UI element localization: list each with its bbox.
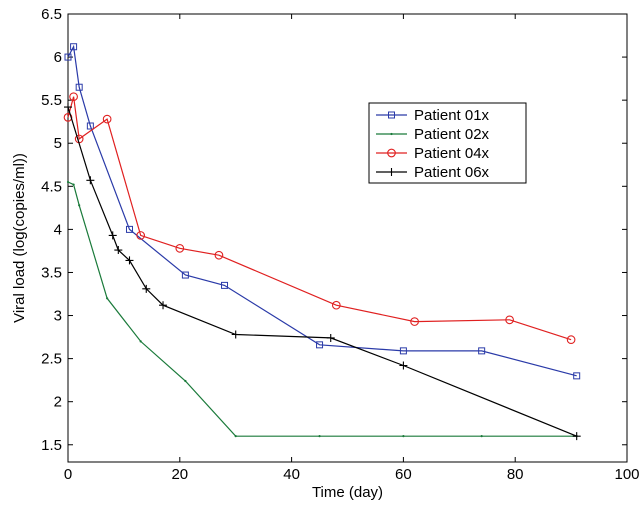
circle-marker bbox=[410, 317, 419, 326]
legend-entry: Patient 06x bbox=[376, 164, 490, 181]
circle-marker bbox=[214, 250, 224, 260]
circle-marker bbox=[387, 148, 396, 158]
y-tick-label: 1.5 bbox=[41, 437, 62, 454]
y-tick-label: 6.5 bbox=[41, 6, 62, 23]
y-tick-label: 2.5 bbox=[41, 351, 62, 368]
legend-entry: Patient 01x bbox=[376, 107, 490, 124]
y-tick-label: 2 bbox=[54, 394, 62, 411]
x-axis-label: Time (day) bbox=[312, 484, 383, 501]
dot-marker bbox=[66, 180, 70, 184]
legend-box bbox=[368, 102, 527, 184]
circle-marker bbox=[175, 243, 185, 253]
series-layer bbox=[63, 43, 581, 441]
x-tick-label: 100 bbox=[614, 466, 639, 483]
y-tick-label: 4 bbox=[54, 221, 62, 238]
square-marker bbox=[388, 111, 395, 119]
circle-marker bbox=[331, 300, 341, 310]
y-tick-label: 4.5 bbox=[41, 178, 62, 195]
axis-ticks: 0 20 40 60 80 100 1.5 2 2.5 3 3.5 4 4.5 5 5.5 6 6.5 bbox=[41, 6, 639, 483]
series-line bbox=[67, 96, 572, 341]
series-2 bbox=[66, 180, 578, 438]
x-tick-label: 20 bbox=[171, 466, 188, 483]
square-marker bbox=[75, 83, 83, 91]
plus-marker bbox=[572, 432, 581, 441]
legend-label: Patient 01x bbox=[414, 107, 490, 124]
legend-entry: Patient 02x bbox=[376, 126, 490, 143]
square-marker bbox=[316, 341, 324, 349]
y-tick-label: 5 bbox=[54, 135, 62, 152]
series-3 bbox=[63, 92, 576, 345]
plus-marker bbox=[108, 231, 117, 240]
circle-marker bbox=[102, 114, 112, 124]
plus-marker bbox=[387, 168, 396, 176]
x-tick-label: 0 bbox=[64, 466, 72, 483]
dot-marker bbox=[184, 379, 187, 383]
series-4 bbox=[64, 103, 581, 441]
dot-marker bbox=[480, 435, 483, 438]
dot-marker bbox=[72, 183, 75, 186]
series-1 bbox=[64, 43, 581, 380]
series-line bbox=[67, 44, 577, 377]
dot-marker bbox=[390, 132, 393, 136]
square-marker bbox=[70, 43, 78, 51]
y-tick-label: 5.5 bbox=[41, 92, 62, 109]
dot-marker bbox=[234, 435, 237, 438]
plus-marker bbox=[64, 103, 72, 112]
square-marker bbox=[125, 225, 133, 233]
dot-marker bbox=[78, 204, 81, 207]
x-tick-label: 40 bbox=[283, 466, 300, 483]
dot-marker bbox=[402, 435, 405, 438]
legend-entry: Patient 04x bbox=[376, 145, 490, 162]
square-marker bbox=[399, 347, 407, 355]
x-tick-label: 80 bbox=[507, 466, 524, 483]
dot-marker bbox=[106, 297, 109, 300]
plus-marker bbox=[86, 176, 95, 185]
square-marker bbox=[64, 53, 72, 61]
square-marker bbox=[86, 122, 94, 130]
circle-marker bbox=[136, 231, 146, 240]
y-tick-label: 3 bbox=[54, 308, 62, 325]
y-tick-label: 6 bbox=[54, 49, 62, 66]
plus-marker bbox=[159, 301, 168, 310]
legend-label: Patient 02x bbox=[414, 126, 490, 143]
dot-marker bbox=[139, 340, 142, 343]
plus-marker bbox=[125, 256, 134, 265]
circle-marker bbox=[566, 335, 576, 345]
legend-label: Patient 06x bbox=[414, 164, 490, 181]
dot-marker bbox=[318, 435, 321, 438]
y-axis-label: Viral load (log(copies/ml)) bbox=[11, 153, 28, 323]
y-tick-label: 3.5 bbox=[41, 264, 62, 281]
circle-marker bbox=[69, 92, 78, 102]
legend: Patient 01x Patient 02x Patient 04x Patient… bbox=[368, 102, 527, 184]
plus-marker bbox=[114, 246, 123, 255]
plus-marker bbox=[326, 333, 335, 342]
square-marker bbox=[181, 271, 189, 279]
plot-area bbox=[67, 13, 628, 463]
square-marker bbox=[573, 372, 581, 380]
x-tick-label: 60 bbox=[395, 466, 412, 483]
plus-marker bbox=[231, 330, 240, 339]
circle-marker bbox=[505, 315, 514, 325]
square-marker bbox=[221, 281, 229, 289]
square-marker bbox=[478, 347, 486, 355]
plus-marker bbox=[142, 284, 151, 293]
plus-marker bbox=[399, 361, 408, 370]
legend-label: Patient 04x bbox=[414, 145, 490, 162]
